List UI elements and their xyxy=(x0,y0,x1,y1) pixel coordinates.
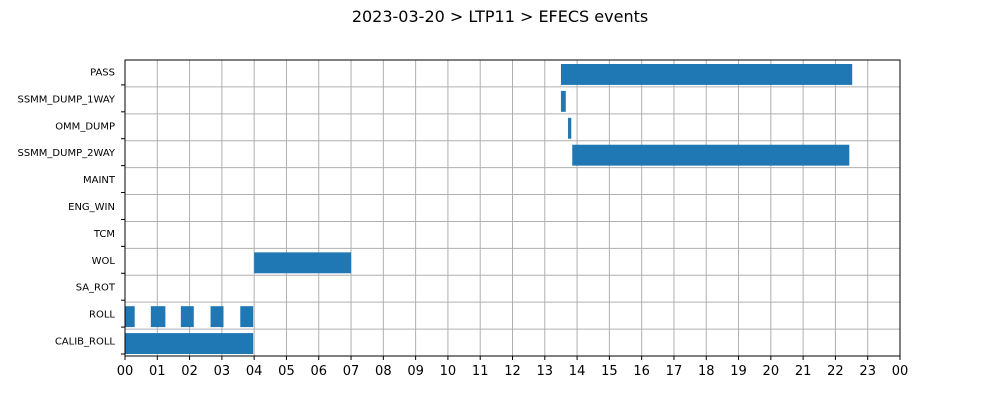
event-bar-ssmm-dump-2way xyxy=(572,144,850,166)
event-bar-roll xyxy=(125,306,135,328)
x-tick-label: 14 xyxy=(569,364,586,379)
y-category-label: SA_ROT xyxy=(76,283,116,294)
x-tick-label: 13 xyxy=(537,364,554,379)
ticks-layer xyxy=(121,84,901,360)
event-bar-roll xyxy=(240,306,254,328)
x-tick-label: 12 xyxy=(504,364,521,379)
event-bar-wol xyxy=(254,252,352,274)
x-tick-label: 07 xyxy=(343,364,360,379)
event-bar-pass xyxy=(560,64,853,85)
x-tick-label: 01 xyxy=(149,364,166,379)
x-tick-label: 19 xyxy=(730,364,747,379)
x-tick-label: 20 xyxy=(763,364,780,379)
y-category-label: TCM xyxy=(93,229,115,240)
y-category-label: OMM_DUMP xyxy=(55,121,115,132)
event-bar-ssmm-dump-1way xyxy=(560,90,566,112)
event-bar-omm-dump xyxy=(568,117,572,139)
y-category-label: ROLL xyxy=(89,310,115,321)
bars-layer xyxy=(125,64,853,354)
x-tick-label: 09 xyxy=(407,364,424,379)
y-category-label: SSMM_DUMP_2WAY xyxy=(17,148,115,159)
x-tick-label: 16 xyxy=(633,364,650,379)
x-tick-label: 11 xyxy=(472,364,489,379)
event-bar-roll xyxy=(150,306,166,328)
x-tick-label: 03 xyxy=(214,364,231,379)
event-bar-roll xyxy=(180,306,194,328)
event-bar-calib-roll xyxy=(125,333,254,354)
y-category-label: SSMM_DUMP_1WAY xyxy=(17,94,115,105)
x-tick-label: 00 xyxy=(892,364,909,379)
x-tick-label: 18 xyxy=(698,364,715,379)
x-tick-label: 00 xyxy=(117,364,134,379)
labels-layer: 00 01 02 03 04 05 06 07 08 09 10 11 12 13 14 15 16 17 18 19… xyxy=(17,67,908,379)
chart-title: 2023-03-20 > LTP11 > EFECS events xyxy=(352,7,648,26)
x-tick-label: 21 xyxy=(795,364,812,379)
y-category-label: PASS xyxy=(90,67,115,78)
x-tick-label: 08 xyxy=(375,364,392,379)
x-tick-label: 15 xyxy=(601,364,618,379)
x-tick-label: 05 xyxy=(278,364,295,379)
y-category-label: CALIB_ROLL xyxy=(55,337,116,348)
x-tick-label: 06 xyxy=(310,364,327,379)
x-tick-label: 04 xyxy=(246,364,263,379)
x-tick-label: 02 xyxy=(181,364,198,379)
y-category-label: ENG_WIN xyxy=(68,202,115,213)
y-category-label: MAINT xyxy=(83,175,116,186)
x-tick-label: 10 xyxy=(440,364,457,379)
y-category-label: WOL xyxy=(92,256,116,267)
x-tick-label: 17 xyxy=(666,364,683,379)
x-tick-label: 22 xyxy=(827,364,844,379)
event-bar-roll xyxy=(210,306,224,328)
x-tick-label: 23 xyxy=(859,364,876,379)
